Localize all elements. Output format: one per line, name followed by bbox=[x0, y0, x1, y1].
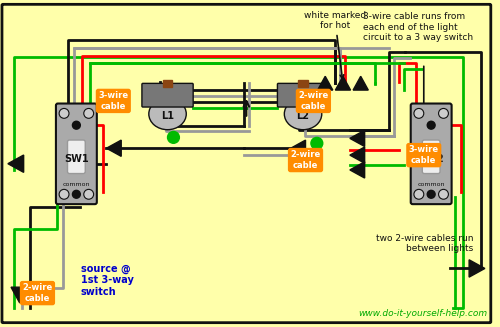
Circle shape bbox=[427, 121, 435, 129]
Ellipse shape bbox=[149, 98, 186, 130]
Text: common: common bbox=[418, 182, 445, 187]
Text: two 2-wire cables run
between lights: two 2-wire cables run between lights bbox=[376, 234, 473, 253]
Circle shape bbox=[311, 137, 323, 149]
Polygon shape bbox=[290, 140, 306, 156]
Ellipse shape bbox=[284, 98, 322, 130]
Polygon shape bbox=[469, 260, 485, 277]
Polygon shape bbox=[353, 76, 368, 90]
Text: SW1: SW1 bbox=[64, 154, 88, 164]
Text: L1: L1 bbox=[161, 111, 174, 121]
Polygon shape bbox=[8, 155, 24, 172]
Circle shape bbox=[438, 109, 448, 118]
Bar bbox=[298, 80, 308, 87]
Circle shape bbox=[438, 189, 448, 199]
Text: 3-wire cable runs from
each end of the light
circuit to a 3 way switch: 3-wire cable runs from each end of the l… bbox=[362, 12, 473, 42]
Text: 3-wire
cable: 3-wire cable bbox=[408, 146, 439, 165]
FancyBboxPatch shape bbox=[68, 140, 85, 174]
Text: white marked
for hot: white marked for hot bbox=[304, 10, 366, 78]
Text: 2-wire
cable: 2-wire cable bbox=[290, 150, 320, 170]
Circle shape bbox=[72, 121, 80, 129]
Circle shape bbox=[59, 189, 69, 199]
Circle shape bbox=[414, 189, 424, 199]
Polygon shape bbox=[318, 76, 333, 90]
Circle shape bbox=[72, 190, 80, 198]
FancyBboxPatch shape bbox=[278, 83, 328, 107]
Text: 2-wire
cable: 2-wire cable bbox=[22, 284, 52, 303]
Polygon shape bbox=[350, 147, 364, 163]
Circle shape bbox=[84, 189, 94, 199]
Circle shape bbox=[84, 109, 94, 118]
Circle shape bbox=[168, 131, 179, 143]
Polygon shape bbox=[350, 130, 364, 146]
Circle shape bbox=[414, 109, 424, 118]
Circle shape bbox=[59, 109, 69, 118]
Text: common: common bbox=[62, 182, 90, 187]
Bar bbox=[162, 80, 172, 87]
Polygon shape bbox=[336, 76, 350, 90]
Text: 2-wire
cable: 2-wire cable bbox=[298, 91, 328, 111]
Text: 3-wire
cable: 3-wire cable bbox=[98, 91, 128, 111]
Text: source @
1st 3-way
switch: source @ 1st 3-way switch bbox=[81, 264, 134, 297]
FancyBboxPatch shape bbox=[56, 104, 97, 204]
Text: www.do-it-yourself-help.com: www.do-it-yourself-help.com bbox=[358, 309, 488, 318]
Polygon shape bbox=[11, 287, 28, 303]
Text: SW2: SW2 bbox=[419, 154, 444, 164]
Polygon shape bbox=[106, 140, 121, 156]
FancyBboxPatch shape bbox=[422, 140, 440, 174]
Polygon shape bbox=[350, 162, 364, 178]
Text: L2: L2 bbox=[296, 111, 310, 121]
Circle shape bbox=[427, 190, 435, 198]
FancyBboxPatch shape bbox=[142, 83, 193, 107]
FancyBboxPatch shape bbox=[410, 104, 452, 204]
